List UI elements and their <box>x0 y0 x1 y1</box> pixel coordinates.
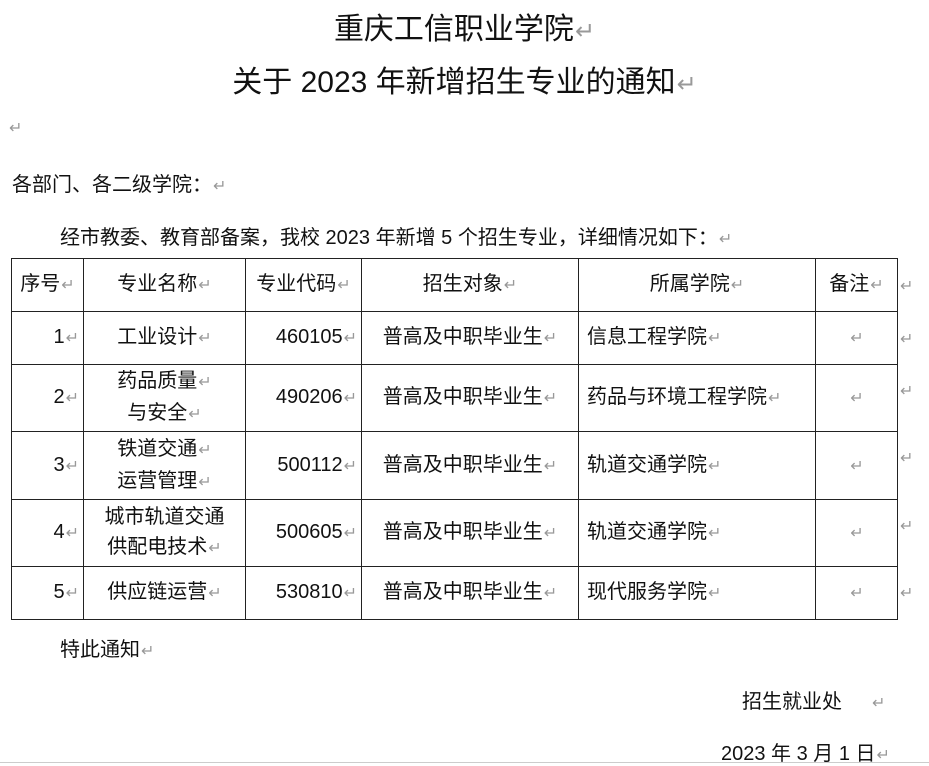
cell-college: 信息工程学院 <box>587 326 721 348</box>
majors-table: 序号 专业名称 专业代码 招生对象 所属学院 备注 1 工业设计 460105 … <box>11 258 898 620</box>
cell-name: 供应链运营 <box>107 581 221 603</box>
row-end-mark: ↵ <box>900 518 914 535</box>
header-college: 所属学院 <box>578 258 816 312</box>
table-row: 2 药品质量与安全 490206 普高及中职毕业生 药品与环境工程学院 <box>11 364 898 432</box>
cell-code: 490206 <box>276 386 357 408</box>
page-edge <box>0 762 929 763</box>
cell-note <box>849 386 863 408</box>
cell-college: 轨道交通学院 <box>587 454 721 476</box>
cell-name-line1: 药品质量 <box>117 370 211 392</box>
closing: 特此通知 <box>60 633 154 662</box>
header-note: 备注 <box>815 258 898 312</box>
title-line-1: 重庆工信职业学院 <box>0 4 929 48</box>
cell-target: 普高及中职毕业生 <box>383 386 557 408</box>
cell-college: 药品与环境工程学院 <box>587 386 781 408</box>
header-no: 序号 <box>11 258 84 312</box>
cell-note <box>849 581 863 603</box>
table-row: 1 工业设计 460105 普高及中职毕业生 信息工程学院 <box>11 311 898 365</box>
header-name: 专业名称 <box>83 258 246 312</box>
cell-target: 普高及中职毕业生 <box>383 581 557 603</box>
cell-name-line1: 城市轨道交通 <box>104 506 225 528</box>
intro-paragraph: 经市教委、教育部备案，我校 2023 年新增 5 个招生专业，详细情况如下： <box>60 221 732 250</box>
row-end-mark: ↵ <box>900 585 914 602</box>
cell-no: 1 <box>53 326 79 348</box>
cell-note <box>849 521 863 543</box>
cell-name-line2: 供配电技术 <box>107 536 221 558</box>
cell-note <box>849 326 863 348</box>
cell-no: 3 <box>53 454 79 476</box>
row-end-mark: ↵ <box>900 331 914 348</box>
cell-name: 工业设计 <box>117 326 211 348</box>
cell-target: 普高及中职毕业生 <box>383 454 557 476</box>
empty-paragraph <box>8 116 22 139</box>
cell-college: 轨道交通学院 <box>587 521 721 543</box>
table-row: 3 铁道交通运营管理 500112 普高及中职毕业生 轨道交通学院 <box>11 431 898 500</box>
table-row: 5 供应链运营 530810 普高及中职毕业生 现代服务学院 <box>11 566 898 620</box>
table-header-row: 序号 专业名称 专业代码 招生对象 所属学院 备注 <box>11 258 898 312</box>
row-end-mark: ↵ <box>900 278 914 295</box>
cell-name-line1: 铁道交通 <box>117 438 211 460</box>
title-line-2: 关于 2023 年新增招生专业的通知 <box>0 57 929 101</box>
cell-name-line2: 与安全 <box>127 402 201 424</box>
date: 2023 年 3 月 1 日 <box>721 737 890 766</box>
signature: 招生就业处 ↵ <box>742 691 886 713</box>
cell-no: 2 <box>53 386 79 408</box>
header-code: 专业代码 <box>245 258 362 312</box>
cell-code: 460105 <box>276 326 357 348</box>
cell-code: 500112 <box>277 454 357 476</box>
row-end-mark: ↵ <box>900 383 914 400</box>
cell-no: 4 <box>53 521 79 543</box>
row-end-mark: ↵ <box>900 450 914 467</box>
cell-no: 5 <box>53 581 79 603</box>
cell-note <box>849 454 863 476</box>
cell-code: 530810 <box>276 581 357 603</box>
signature-text: 招生就业处 <box>742 691 842 713</box>
cell-name-line2: 运营管理 <box>117 470 211 492</box>
cell-college: 现代服务学院 <box>587 581 721 603</box>
cell-target: 普高及中职毕业生 <box>383 326 557 348</box>
cell-code: 500605 <box>276 521 357 543</box>
salutation: 各部门、各二级学院： <box>12 168 226 197</box>
cell-target: 普高及中职毕业生 <box>383 521 557 543</box>
header-target: 招生对象 <box>361 258 579 312</box>
